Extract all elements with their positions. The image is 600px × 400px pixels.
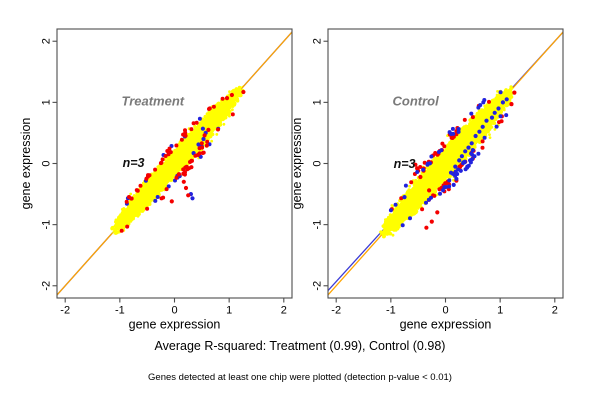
- y-tick-label: 1: [312, 99, 324, 105]
- n-annotation: n=3: [394, 157, 416, 171]
- y-tick-label: 2: [312, 38, 324, 44]
- point-cloud-body: [111, 85, 244, 235]
- x-tick-label: -2: [60, 305, 70, 317]
- y-tick-label: 0: [312, 160, 324, 166]
- x-tick-label: -2: [331, 305, 341, 317]
- y-axis-title: gene expression: [290, 118, 304, 210]
- x-tick-label: 0: [171, 305, 177, 317]
- outlier-points-blue: [388, 90, 509, 228]
- y-tick-label: -1: [312, 220, 324, 230]
- x-axis-title: gene expression: [129, 318, 221, 332]
- panel-title: Control: [392, 94, 439, 109]
- caption-detection-note: Genes detected at least one chip were pl…: [148, 372, 452, 383]
- x-tick-label: -1: [115, 305, 125, 317]
- scatter-panel-control: -2 -1 0 1 2 -2 -1 0 1 2 gene expression gene expres…: [290, 28, 564, 332]
- x-tick-label: 1: [497, 305, 503, 317]
- y-tick-label: 1: [41, 99, 53, 105]
- outlier-points-red: [119, 89, 246, 233]
- y-tick-label: 0: [41, 160, 53, 166]
- y-tick-label: -2: [41, 281, 53, 291]
- y-tick-label: -2: [312, 281, 324, 291]
- x-tick-label: 0: [442, 305, 448, 317]
- x-axis-title: gene expression: [400, 318, 492, 332]
- x-tick-label: 2: [281, 305, 287, 317]
- x-tick-label: 2: [552, 305, 558, 317]
- x-tick-label: -1: [386, 305, 396, 317]
- panel-title: Treatment: [121, 94, 184, 109]
- caption-r-squared: Average R-squared: Treatment (0.99), Con…: [154, 339, 446, 353]
- x-tick-label: 1: [226, 305, 232, 317]
- y-tick-label: 2: [41, 38, 53, 44]
- n-annotation: n=3: [123, 156, 145, 170]
- y-tick-label: -1: [41, 220, 53, 230]
- scatter-panel-treatment: -2 -1 0 1 2 -2 -1 0 1 2 gene expression gene expres…: [19, 28, 293, 332]
- y-axis-title: gene expression: [19, 118, 33, 210]
- point-cloud-body: [379, 86, 515, 238]
